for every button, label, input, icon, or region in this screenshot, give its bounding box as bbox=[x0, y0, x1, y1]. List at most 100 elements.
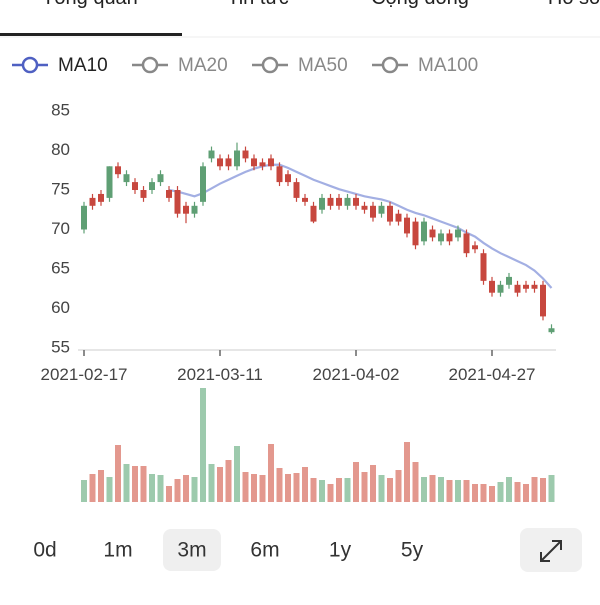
volume-bar bbox=[89, 474, 96, 502]
volume-bar bbox=[268, 444, 274, 502]
candle-body bbox=[523, 284, 529, 289]
volume-bar bbox=[200, 388, 206, 502]
candle-body bbox=[149, 182, 155, 190]
volume-bar bbox=[106, 477, 113, 502]
volume-bar bbox=[404, 442, 410, 502]
expand-button[interactable] bbox=[520, 528, 582, 572]
volume-bar bbox=[174, 479, 181, 502]
volume-bar bbox=[472, 484, 478, 502]
candle-body bbox=[480, 253, 487, 281]
tab-bar: Tổng quan Tin tức Cộng đồng Hồ sơ bbox=[0, 0, 600, 36]
volume-bar bbox=[293, 473, 300, 502]
y-tick-label: 55 bbox=[51, 337, 70, 356]
volume-bar bbox=[166, 486, 172, 502]
candle-body bbox=[268, 158, 274, 167]
legend-marker bbox=[381, 56, 399, 74]
candle-body bbox=[421, 221, 427, 242]
volume-bar bbox=[387, 478, 393, 502]
range-button[interactable]: 1y bbox=[329, 539, 352, 562]
candle-body bbox=[157, 174, 164, 183]
candle-body bbox=[336, 197, 342, 206]
candle-body bbox=[531, 284, 538, 289]
y-tick-label: 60 bbox=[51, 298, 70, 317]
y-tick-label: 65 bbox=[51, 258, 70, 277]
candle-body bbox=[98, 193, 104, 202]
legend-item[interactable]: MA20 bbox=[132, 55, 228, 76]
legend-item[interactable]: MA10 bbox=[12, 55, 108, 76]
price-chart: 55 60 65 70 75 80 85 2021-02-17 2021-03-11 2021-0… bbox=[41, 100, 556, 384]
tab[interactable]: Hồ sơ bbox=[548, 0, 600, 9]
legend-label: MA100 bbox=[418, 55, 478, 76]
volume-bar bbox=[208, 464, 215, 502]
candle-body bbox=[140, 190, 147, 198]
tab[interactable]: Tin tức bbox=[227, 0, 289, 9]
legend-label: MA20 bbox=[178, 55, 228, 76]
y-tick-label: 80 bbox=[51, 140, 70, 159]
candle-body bbox=[472, 245, 478, 250]
range-button[interactable]: 0d bbox=[33, 539, 56, 562]
volume-bar bbox=[421, 477, 427, 502]
volume-bar bbox=[497, 482, 504, 502]
volume-bar bbox=[455, 480, 461, 502]
expand-icon bbox=[540, 540, 562, 562]
x-tick-label: 2021-03-11 bbox=[177, 365, 263, 384]
y-tick-label: 70 bbox=[51, 219, 70, 238]
range-button[interactable]: 1m bbox=[103, 539, 132, 562]
legend-item[interactable]: MA50 bbox=[252, 55, 348, 76]
volume-bar bbox=[548, 475, 555, 502]
candle-body bbox=[497, 284, 504, 293]
tab[interactable]: Tổng quan bbox=[42, 0, 138, 9]
candle-body bbox=[514, 284, 521, 293]
y-tick-label: 85 bbox=[51, 100, 70, 119]
candle-body bbox=[208, 150, 215, 159]
volume-bar bbox=[489, 486, 495, 502]
tab[interactable]: Cộng đồng bbox=[371, 0, 469, 9]
candle-body bbox=[548, 328, 555, 333]
volume-bar bbox=[259, 475, 266, 502]
x-tick-label: 2021-04-02 bbox=[313, 365, 400, 384]
candle-body bbox=[132, 182, 138, 190]
volume-bar bbox=[429, 475, 436, 502]
volume-bar bbox=[523, 484, 529, 502]
candle-body bbox=[225, 158, 232, 167]
volume-bar bbox=[370, 465, 376, 502]
volume-bar bbox=[98, 470, 104, 502]
volume-bar bbox=[115, 445, 121, 502]
range-button[interactable]: 5y bbox=[401, 539, 424, 562]
range-button[interactable]: 3m bbox=[177, 539, 206, 562]
candle-body bbox=[489, 280, 495, 293]
candle-body bbox=[81, 205, 87, 230]
volume-bar bbox=[81, 480, 87, 502]
candle-body bbox=[344, 197, 351, 206]
legend-item[interactable]: MA100 bbox=[372, 55, 478, 76]
candle-body bbox=[293, 182, 300, 198]
volume-bar bbox=[378, 475, 385, 502]
ma-line bbox=[168, 163, 553, 289]
candle-body bbox=[319, 197, 325, 210]
volume-bar bbox=[225, 460, 232, 502]
volume-bar bbox=[344, 478, 351, 502]
volume-bar bbox=[531, 477, 538, 502]
volume-bar bbox=[157, 475, 164, 502]
candle-body bbox=[429, 229, 436, 238]
range-button[interactable]: 6m bbox=[250, 539, 279, 562]
volume-bar bbox=[310, 478, 317, 502]
candle-body bbox=[404, 217, 410, 234]
volume-bar bbox=[361, 472, 368, 502]
legend-label: MA50 bbox=[298, 55, 348, 76]
candle-body bbox=[123, 174, 130, 183]
active-tab-indicator bbox=[0, 33, 182, 36]
candle-body bbox=[370, 205, 376, 218]
volume-bar bbox=[217, 467, 223, 502]
candle-body bbox=[89, 197, 96, 206]
legend-marker bbox=[21, 56, 39, 74]
legend: MA10 MA20 MA50 MA100 bbox=[12, 55, 478, 76]
candle-body bbox=[378, 205, 385, 214]
volume-bar bbox=[446, 480, 453, 502]
volume-bar bbox=[336, 478, 342, 502]
candle-body bbox=[200, 166, 206, 202]
candle-body bbox=[174, 190, 181, 214]
candle-body bbox=[166, 190, 172, 198]
